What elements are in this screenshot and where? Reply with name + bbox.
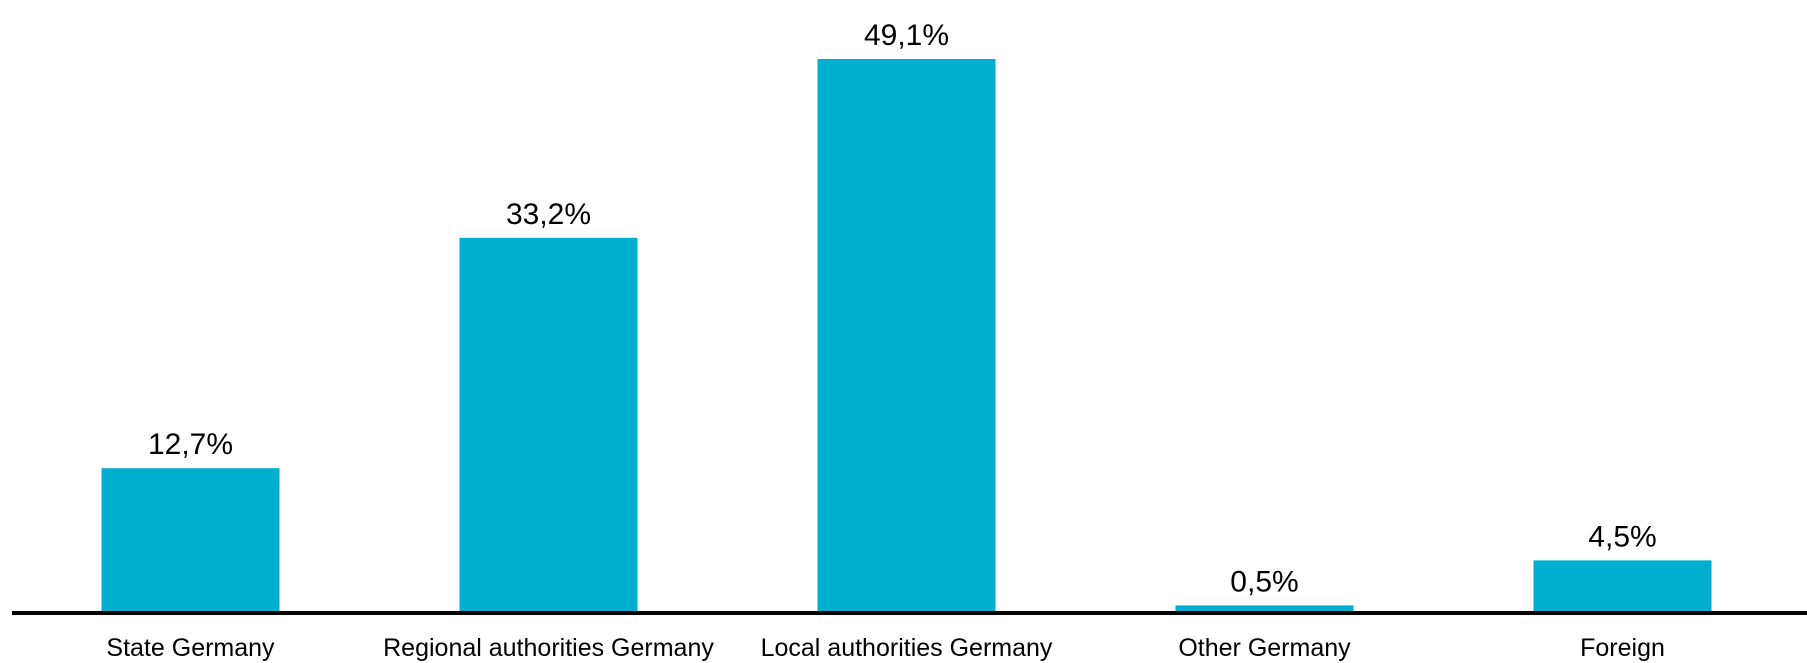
bar-4	[1533, 560, 1712, 611]
bar-1	[459, 237, 638, 612]
category-label-0: State Germany	[106, 634, 275, 662]
bar-2	[817, 59, 996, 611]
bar-3	[1175, 605, 1354, 611]
category-label-3: Other Germany	[1178, 634, 1351, 662]
tick-labels-group: State Germany Regional authorities German…	[106, 634, 1664, 662]
category-label-1: Regional authorities Germany	[383, 634, 714, 662]
value-label-2: 49,1%	[864, 19, 949, 52]
value-label-1: 33,2%	[506, 198, 591, 231]
bars-group	[101, 59, 1712, 612]
category-label-2: Local authorities Germany	[761, 634, 1053, 662]
bar-0	[101, 468, 280, 611]
value-label-4: 4,5%	[1588, 520, 1656, 553]
value-label-0: 12,7%	[148, 428, 233, 461]
value-label-3: 0,5%	[1230, 565, 1298, 598]
category-label-4: Foreign	[1580, 634, 1665, 662]
value-labels-group: 12,7% 33,2% 49,1% 0,5% 4,5%	[148, 19, 1657, 598]
